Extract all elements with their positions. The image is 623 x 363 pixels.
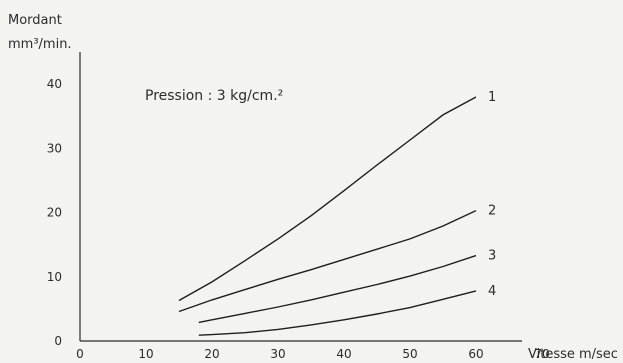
y-axis-label-line1: Mordant xyxy=(8,13,62,28)
x-tick-label-40: 40 xyxy=(336,347,351,361)
x-axis-label: Vitesse m/sec xyxy=(528,347,618,362)
x-tick-labels: 0 10 20 30 40 50 60 70 xyxy=(76,347,549,361)
y-tick-label-40: 40 xyxy=(47,77,62,91)
x-tick-label-10: 10 xyxy=(138,347,153,361)
x-tick-label-60: 60 xyxy=(468,347,483,361)
curve-4 xyxy=(198,290,477,336)
curve-label-4: 4 xyxy=(488,284,496,299)
curve-3 xyxy=(198,254,477,324)
y-tick-label-30: 30 xyxy=(47,141,62,155)
x-tick-label-70: 70 xyxy=(534,347,549,361)
x-tick-label-50: 50 xyxy=(402,347,417,361)
curves: 1 2 3 4 xyxy=(178,90,496,336)
curve-2 xyxy=(178,209,477,313)
curve-label-2: 2 xyxy=(488,204,496,219)
y-tick-labels: 0 10 20 30 40 xyxy=(47,77,62,348)
y-tick-label-20: 20 xyxy=(47,206,62,220)
y-axis-label-line2: mm³/min. xyxy=(8,37,72,52)
x-tick-label-20: 20 xyxy=(204,347,219,361)
x-tick-label-0: 0 xyxy=(76,347,84,361)
y-tick-label-10: 10 xyxy=(47,270,62,284)
x-tick-label-30: 30 xyxy=(270,347,285,361)
curve-label-1: 1 xyxy=(488,90,496,105)
curve-label-3: 3 xyxy=(488,249,496,264)
curve-1 xyxy=(178,96,477,302)
pressure-annotation: Pression : 3 kg/cm.² xyxy=(145,88,283,104)
y-tick-label-0: 0 xyxy=(54,334,62,348)
